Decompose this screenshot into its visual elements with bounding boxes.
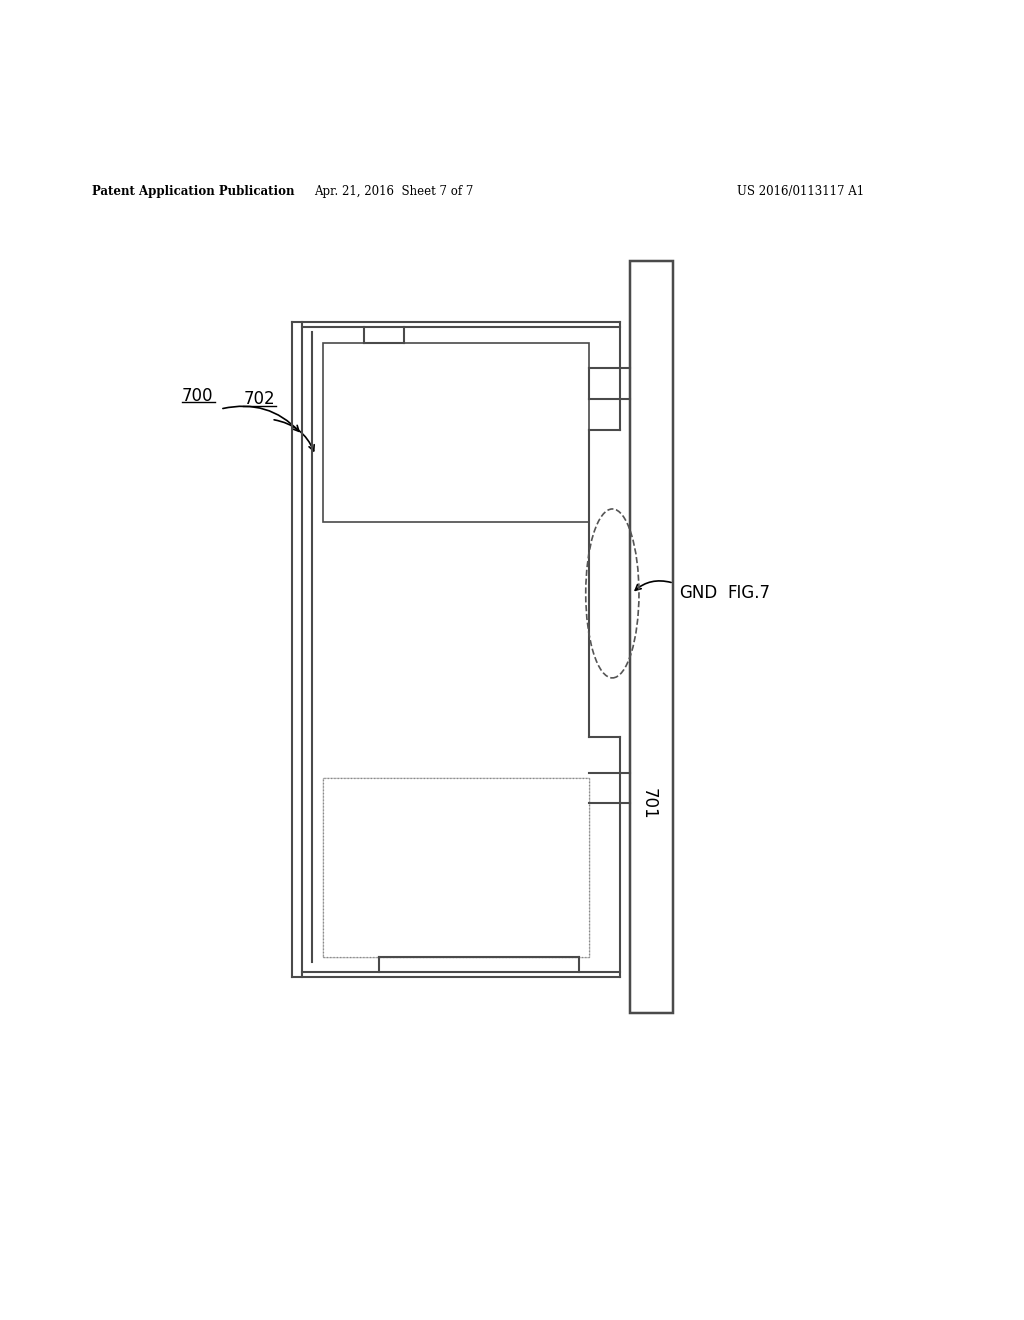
Bar (323, 777, 589, 957)
Text: US 2016/0113117 A1: US 2016/0113117 A1 (737, 185, 864, 198)
Text: 700: 700 (182, 387, 213, 405)
Text: 701: 701 (639, 788, 657, 820)
Text: FIG.7: FIG.7 (727, 585, 770, 602)
Bar (630, 260, 673, 1014)
Text: 702: 702 (244, 389, 274, 408)
Text: GND: GND (679, 585, 717, 602)
Text: Patent Application Publication: Patent Application Publication (92, 185, 295, 198)
Bar (323, 343, 589, 521)
Bar (323, 777, 589, 957)
Text: Apr. 21, 2016  Sheet 7 of 7: Apr. 21, 2016 Sheet 7 of 7 (314, 185, 474, 198)
